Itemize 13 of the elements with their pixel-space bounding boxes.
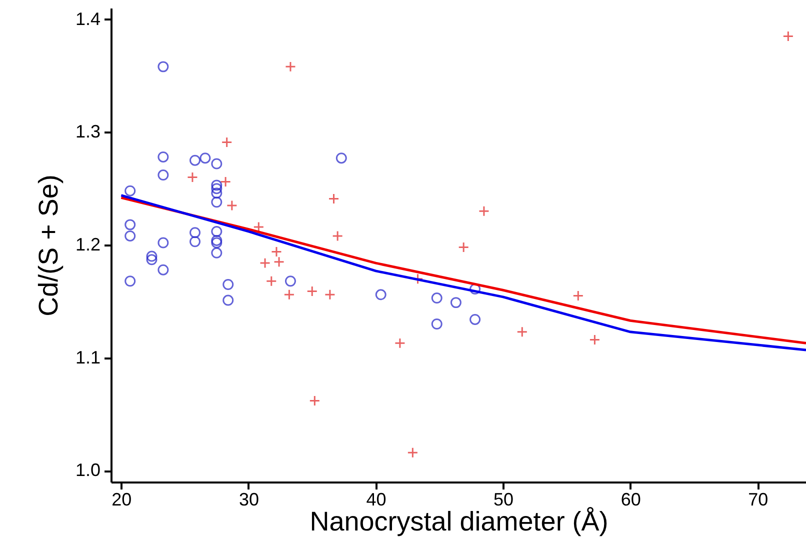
y-tick-label: 1.2 xyxy=(75,234,100,254)
x-tick-label: 70 xyxy=(748,490,768,510)
y-tick-label: 1.4 xyxy=(75,8,100,29)
x-tick-label: 20 xyxy=(112,490,132,510)
y-tick-label: 1.0 xyxy=(75,460,100,480)
x-tick-label: 60 xyxy=(620,490,641,510)
y-tick-label: 1.1 xyxy=(75,347,100,368)
y-axis-title: Cd/(S + Se) xyxy=(33,174,64,316)
x-tick-label: 50 xyxy=(494,490,514,510)
x-tick-label: 30 xyxy=(238,490,259,510)
x-axis-title: Nanocrystal diameter (Å) xyxy=(310,506,608,536)
x-tick-label: 40 xyxy=(366,490,386,510)
y-tick-label: 1.3 xyxy=(75,122,100,142)
